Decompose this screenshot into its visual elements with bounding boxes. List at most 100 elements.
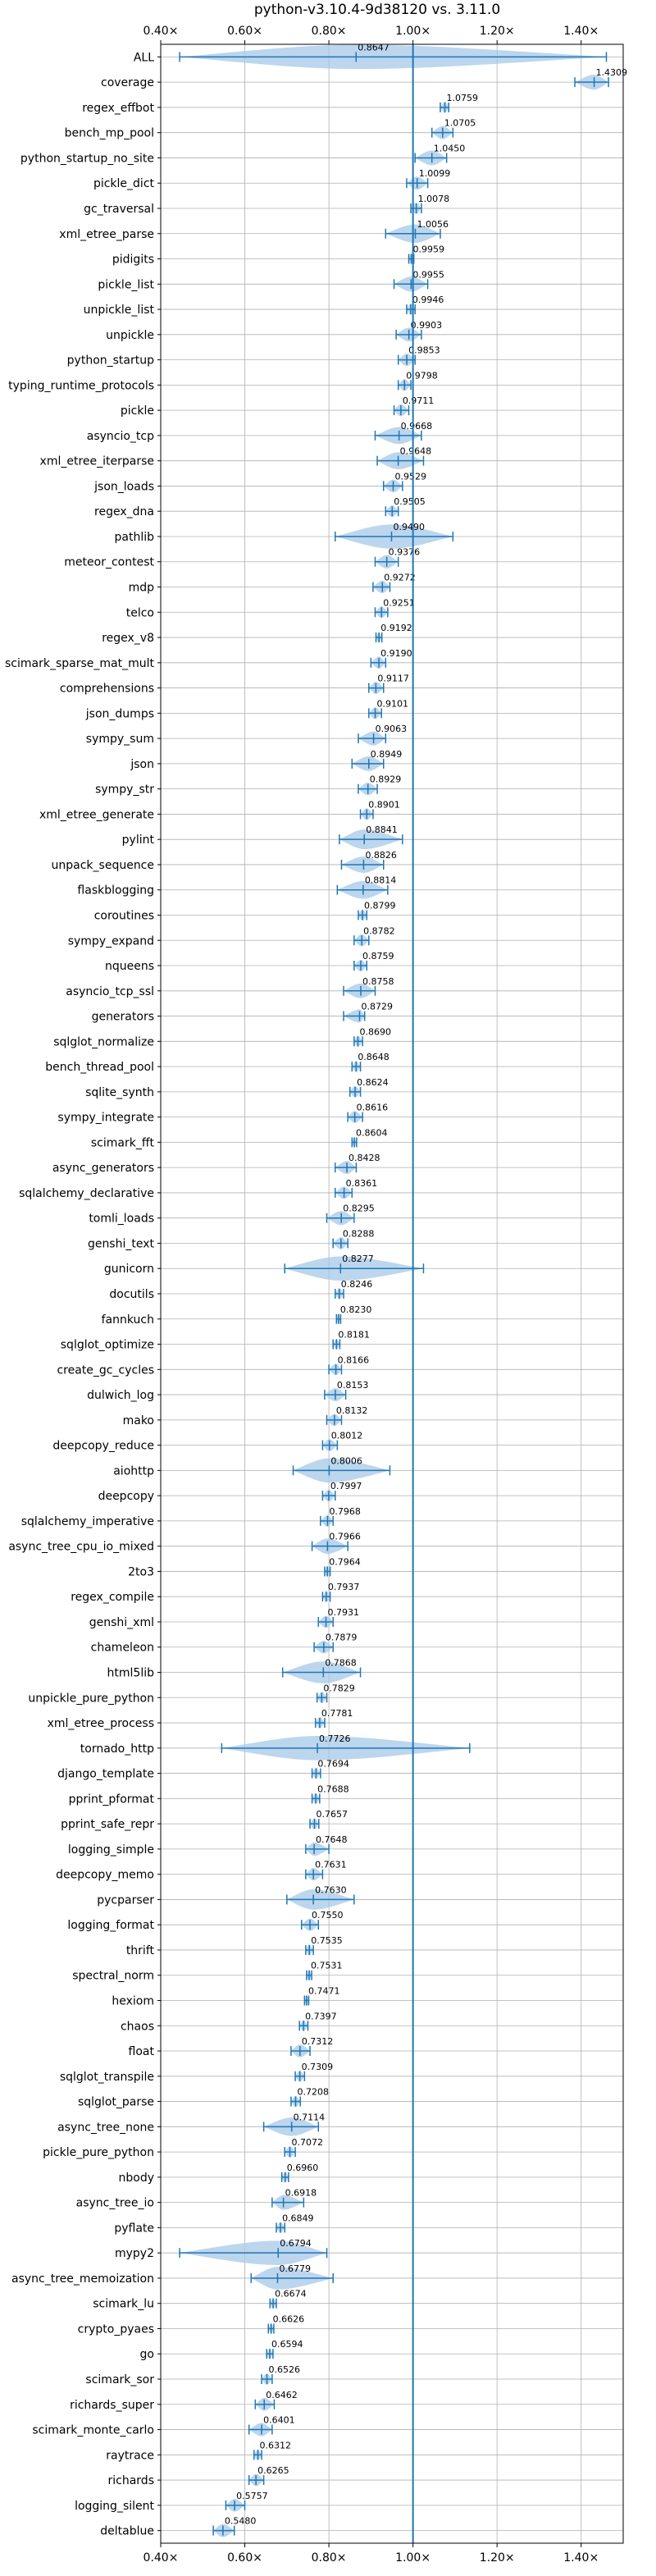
value-label: 0.9376 [389, 547, 421, 558]
category-label: fannkuch [102, 1313, 154, 1327]
benchmark-sympy_sum: 0.9063 [358, 724, 407, 746]
benchmark-sqlalchemy_declarative: 0.8361 [335, 1178, 377, 1199]
category-label: deltablue [100, 2525, 154, 2538]
category-label: async_tree_cpu_io_mixed [8, 1541, 154, 1554]
category-label: sqlalchemy_imperative [21, 1515, 154, 1528]
value-label: 0.7550 [312, 1910, 344, 1921]
category-label: logging_simple [68, 1843, 154, 1857]
benchmark-sympy_expand: 0.8782 [353, 925, 395, 947]
category-label: sympy_sum [86, 733, 154, 746]
value-label: 0.7997 [330, 1481, 362, 1491]
benchmark-richards: 0.6265 [248, 2465, 289, 2487]
value-label: 0.7312 [302, 2036, 334, 2047]
benchmark-json_loads: 0.9529 [382, 471, 426, 493]
category-label: unpickle [106, 329, 154, 342]
category-label: logging_silent [75, 2500, 154, 2513]
category-label: pprint_pformat [69, 1793, 155, 1806]
x-tick-label-top: 0.40× [144, 25, 179, 38]
benchmark-create_gc_cycles: 0.8166 [328, 1354, 369, 1376]
value-label: 0.8758 [362, 976, 394, 987]
value-label: 0.9711 [403, 395, 435, 406]
benchmark-async_tree_io: 0.6918 [271, 2188, 317, 2210]
category-label: json [130, 758, 154, 771]
category-label: float [129, 2045, 155, 2058]
benchmark-pickle_dict: 1.0099 [406, 168, 451, 190]
value-label: 0.8428 [348, 1153, 380, 1163]
category-label: pickle [121, 404, 154, 418]
category-label: json_dumps [85, 707, 154, 720]
value-label: 0.8277 [342, 1254, 374, 1264]
category-label: unpickle_list [84, 304, 155, 317]
category-label: raytrace [106, 2449, 154, 2462]
benchmark-asyncio_tcp_ssl: 0.8758 [343, 976, 394, 998]
value-label: 0.5480 [225, 2516, 257, 2527]
category-label: create_gc_cycles [57, 1363, 154, 1377]
value-label: 0.7114 [294, 2112, 326, 2122]
value-label: 0.8295 [343, 1204, 375, 1214]
value-label: 0.9955 [412, 269, 444, 280]
category-label: json_loads [93, 480, 154, 493]
category-label: scimark_lu [93, 2298, 154, 2311]
value-label: 0.6674 [275, 2289, 307, 2300]
benchmark-unpack_sequence: 0.8826 [340, 850, 397, 873]
benchmark-deepcopy_reduce: 0.8012 [321, 1431, 362, 1452]
benchmark-scimark_sor: 0.6526 [261, 2364, 301, 2386]
category-label: aiohttp [113, 1464, 154, 1478]
value-label: 0.9192 [380, 623, 412, 633]
category-label: sqlite_synth [85, 1086, 154, 1099]
category-label: bench_mp_pool [65, 127, 154, 140]
category-label: richards_super [70, 2399, 154, 2412]
category-label: pprint_safe_repr [61, 1818, 154, 1831]
category-label: coverage [101, 76, 154, 89]
value-label: 0.9272 [384, 573, 416, 583]
category-label: thrift [126, 1944, 155, 1957]
value-label: 0.8841 [366, 824, 398, 835]
category-label: pickle_pure_python [43, 2146, 154, 2159]
value-label: 0.8826 [365, 850, 397, 861]
value-label: 0.8901 [368, 799, 400, 810]
category-label: scimark_monte_carlo [32, 2424, 154, 2437]
benchmark-logging_format: 0.7550 [301, 1910, 344, 1931]
category-label: generators [92, 1011, 154, 1024]
value-label: 0.9648 [400, 446, 432, 457]
benchmark-mako: 0.8132 [326, 1405, 367, 1427]
x-tick-label-bottom: 1.40× [563, 2551, 599, 2565]
value-label: 0.6779 [279, 2263, 311, 2274]
value-label: 0.7208 [297, 2087, 329, 2098]
value-label: 0.9505 [394, 496, 425, 507]
value-label: 0.6849 [282, 2213, 314, 2223]
benchmark-mdp: 0.9272 [372, 573, 416, 594]
benchmark-pyflate: 0.6849 [276, 2213, 314, 2234]
value-label: 0.9853 [408, 345, 440, 356]
value-label: 0.6526 [269, 2364, 301, 2375]
benchmark-flaskblogging: 0.8814 [336, 875, 396, 899]
benchmark-sympy_str: 0.8929 [358, 774, 401, 796]
value-label: 1.0099 [419, 168, 451, 179]
benchmark-deepcopy_memo: 0.7631 [305, 1860, 347, 1881]
value-label: 0.8616 [357, 1103, 389, 1113]
category-label: pidigits [112, 253, 154, 267]
category-label: mypy2 [115, 2247, 154, 2260]
benchmark-genshi_xml: 0.7931 [317, 1607, 359, 1628]
benchmark-unpickle_pure_python: 0.7829 [316, 1683, 355, 1704]
value-label: 0.8782 [363, 925, 395, 936]
category-label: genshi_text [88, 1237, 155, 1250]
value-label: 0.9251 [383, 597, 415, 608]
category-label: mako [123, 1414, 154, 1427]
value-label: 0.6265 [257, 2465, 289, 2476]
category-label: richards [108, 2474, 155, 2487]
category-label: flaskblogging [77, 884, 154, 897]
benchmark-fannkuch: 0.8230 [335, 1304, 371, 1325]
value-label: 0.9190 [380, 648, 412, 659]
benchmark-go: 0.6594 [266, 2339, 303, 2359]
plot-frame [160, 43, 624, 2544]
category-label: pickle_list [98, 278, 154, 291]
category-label: deepcopy_reduce [52, 1440, 154, 1453]
x-tick-label-top: 1.40× [563, 25, 599, 38]
plot-area: 0.40× 0.40× 0.60× 0.60× 0.80× 0.80× 1.00× 1.00×… [5, 25, 627, 2565]
value-label: 0.6594 [271, 2339, 303, 2350]
category-label: coroutines [94, 909, 154, 922]
value-label: 0.9903 [411, 320, 443, 331]
benchmark-xml_etree_generate: 0.8901 [359, 799, 400, 820]
